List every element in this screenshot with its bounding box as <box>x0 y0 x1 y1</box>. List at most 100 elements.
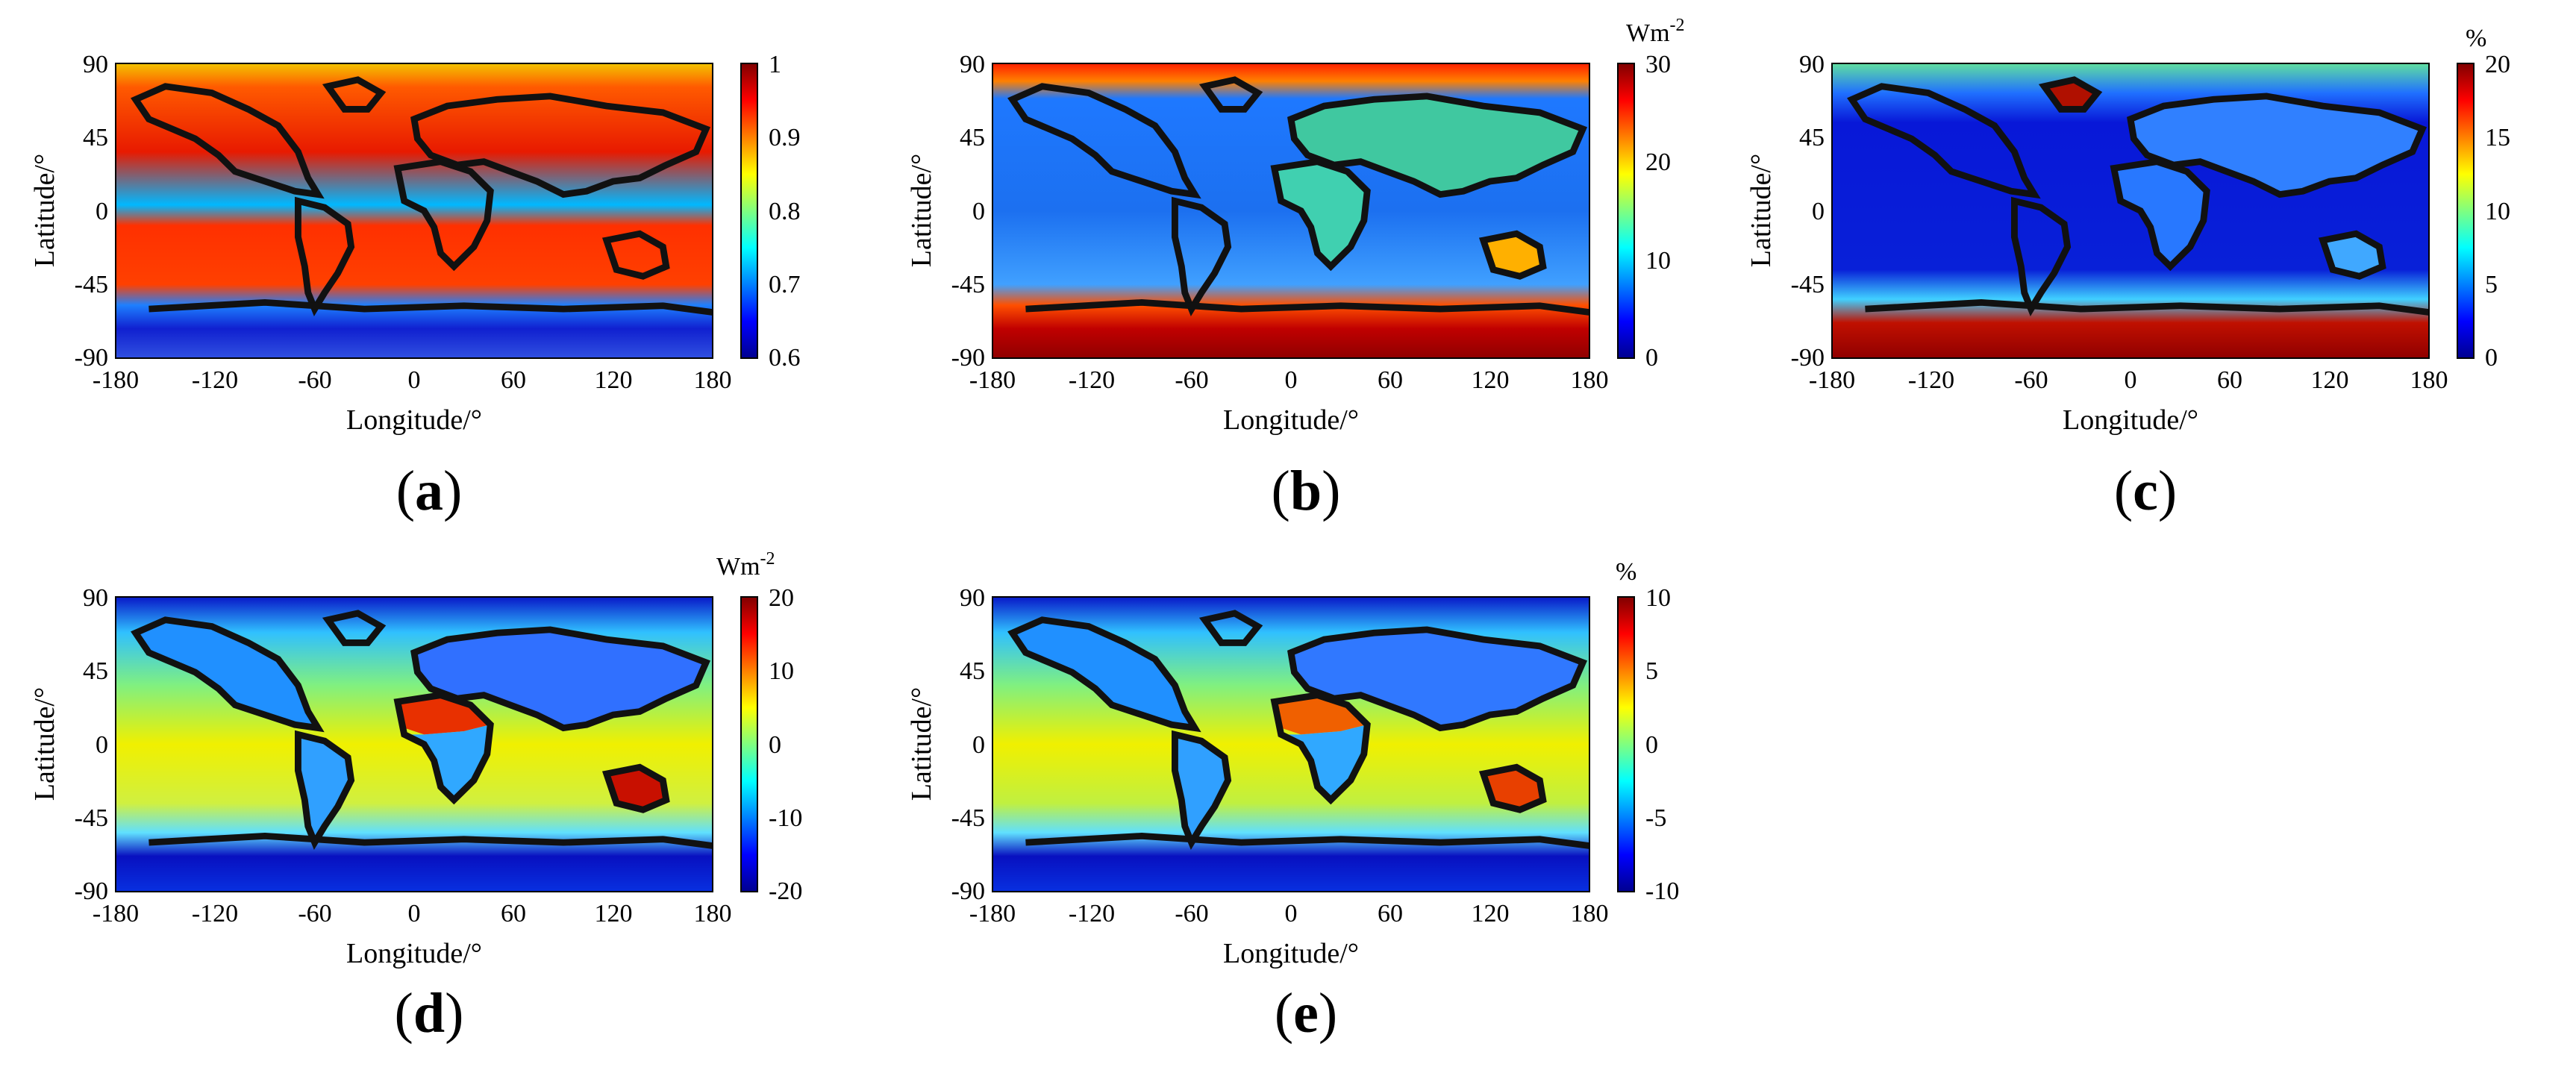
x-tick: -120 <box>192 366 238 394</box>
x-tick: -60 <box>2014 366 2048 394</box>
x-tick: 180 <box>1571 900 1609 927</box>
panel-caption-b: (b) <box>1271 460 1341 522</box>
y-tick: -90 <box>75 877 108 905</box>
y-tick: 90 <box>83 51 108 78</box>
cb-tick: -20 <box>769 877 802 905</box>
x-ticks-d: -180 -120 -60 0 60 120 180 <box>93 900 732 927</box>
x-tick: 0 <box>2125 366 2137 394</box>
x-tick: 120 <box>595 366 633 394</box>
y-ticks-a: 90 45 0 -45 -90 <box>75 51 108 372</box>
cb-tick: 10 <box>1645 584 1671 612</box>
x-tick: -120 <box>1069 366 1115 394</box>
y-tick: 90 <box>1799 51 1825 78</box>
y-tick: 45 <box>960 124 985 151</box>
cb-tick: 0 <box>1645 344 1658 372</box>
land-c <box>2044 79 2423 277</box>
map-panel-e: % 10 5 0 -5 -10 90 45 0 -45 -90 -180 -12… <box>877 534 1735 1056</box>
y-tick: 90 <box>960 51 985 78</box>
colorbar-unit-d: Wm-2 <box>716 549 775 581</box>
y-tick: -45 <box>951 271 985 298</box>
x-tick: -180 <box>93 366 139 394</box>
map-frame-c <box>1831 63 2430 359</box>
x-tick: 60 <box>1378 366 1403 394</box>
y-tick: 0 <box>972 731 985 759</box>
x-tick: 60 <box>2217 366 2242 394</box>
y-tick: -45 <box>75 271 108 298</box>
land-d <box>135 619 707 843</box>
cb-tick: 0.7 <box>769 271 801 298</box>
x-ticks-a: -180 -120 -60 0 60 120 180 <box>93 366 732 394</box>
x-tick: -120 <box>1908 366 1954 394</box>
y-tick: -45 <box>951 804 985 832</box>
x-tick: 180 <box>1571 366 1609 394</box>
x-tick: -60 <box>298 900 331 927</box>
colorbar-c <box>2457 63 2475 359</box>
y-tick: -90 <box>75 344 108 372</box>
y-tick: -90 <box>951 344 985 372</box>
map-chart-d: Wm-2 20 10 0 -10 -20 90 45 0 -45 -90 -18… <box>29 549 802 969</box>
y-tick: 0 <box>96 198 108 225</box>
map-panel-d: Wm-2 20 10 0 -10 -20 90 45 0 -45 -90 -18… <box>0 534 858 1056</box>
cb-tick: 20 <box>769 584 794 612</box>
y-tick: 45 <box>83 124 108 151</box>
x-ticks-c: -180 -120 -60 0 60 120 180 <box>1809 366 2448 394</box>
x-tick: 180 <box>694 366 732 394</box>
y-tick: 0 <box>1812 198 1825 225</box>
cb-tick: 20 <box>2485 51 2510 78</box>
map-chart-b: Wm-2 30 20 10 0 90 45 0 -45 -90 -180 -12… <box>906 16 1685 436</box>
colorbar-a <box>740 63 758 359</box>
map-chart-c: % 20 15 10 5 0 90 45 0 -45 -90 -180 -120… <box>1745 25 2510 436</box>
y-ticks-c: 90 45 0 -45 -90 <box>1791 51 1825 372</box>
x-tick: 120 <box>1472 900 1510 927</box>
y-tick: 90 <box>83 584 108 612</box>
x-ticks-e: -180 -120 -60 0 60 120 180 <box>969 900 1609 927</box>
colorbar-unit-b: Wm-2 <box>1626 16 1685 47</box>
x-tick: 0 <box>408 366 421 394</box>
x-tick: 0 <box>1285 900 1298 927</box>
colorbar-unit-e: % <box>1616 558 1636 586</box>
x-tick: 120 <box>1472 366 1510 394</box>
colorbar-d <box>740 596 758 892</box>
y-axis-label: Latitude/° <box>906 687 937 801</box>
cb-tick: 15 <box>2485 124 2510 151</box>
cb-tick: 0.6 <box>769 344 801 372</box>
map-chart-e: % 10 5 0 -5 -10 90 45 0 -45 -90 -180 -12… <box>906 558 1679 969</box>
coastlines-e <box>1007 610 1590 851</box>
y-tick: 45 <box>960 657 985 685</box>
x-tick: -120 <box>1069 900 1115 927</box>
cb-tick: 0 <box>2485 344 2498 372</box>
panel-caption-c: (c) <box>2113 460 2178 522</box>
x-tick: 0 <box>1285 366 1298 394</box>
x-tick: 180 <box>694 900 732 927</box>
y-tick: 45 <box>83 657 108 685</box>
x-tick: -60 <box>1175 366 1208 394</box>
coastlines-a <box>131 76 713 317</box>
map-frame-e <box>992 596 1590 892</box>
cb-tick: -10 <box>1645 877 1679 905</box>
x-tick: 120 <box>595 900 633 927</box>
cb-tick: 5 <box>1645 657 1658 685</box>
x-axis-label: Longitude/° <box>2063 404 2198 436</box>
y-tick: -90 <box>1791 344 1825 372</box>
map-frame-b <box>992 63 1590 359</box>
x-tick: -60 <box>298 366 331 394</box>
x-tick: -60 <box>1175 900 1208 927</box>
colorbar-ticks-a: 1 0.9 0.8 0.7 0.6 <box>769 51 801 372</box>
y-tick: 0 <box>96 731 108 759</box>
x-tick: -180 <box>1809 366 1855 394</box>
coastlines-d <box>131 610 713 851</box>
y-tick: -90 <box>951 877 985 905</box>
panel-caption-a: (a) <box>396 460 463 522</box>
y-tick: 0 <box>972 198 985 225</box>
y-ticks-d: 90 45 0 -45 -90 <box>75 584 108 905</box>
cb-tick: 10 <box>769 657 794 685</box>
colorbar-ticks-d: 20 10 0 -10 -20 <box>769 584 802 905</box>
map-chart-a: 1 0.9 0.8 0.7 0.6 90 45 0 -45 -90 -180 -… <box>29 51 801 436</box>
map-panel-a: 1 0.9 0.8 0.7 0.6 90 45 0 -45 -90 -180 -… <box>0 0 858 522</box>
y-ticks-e: 90 45 0 -45 -90 <box>951 584 985 905</box>
x-tick: 60 <box>501 900 526 927</box>
map-panel-c: % 20 15 10 5 0 90 45 0 -45 -90 -180 -120… <box>1716 0 2575 522</box>
y-axis-label: Latitude/° <box>906 154 937 267</box>
cb-tick: 1 <box>769 51 781 78</box>
cb-tick: 0.9 <box>769 124 801 151</box>
